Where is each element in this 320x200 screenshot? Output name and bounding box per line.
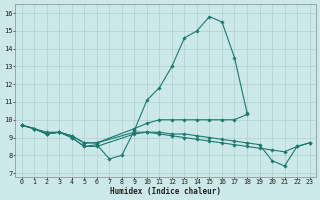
X-axis label: Humidex (Indice chaleur): Humidex (Indice chaleur) xyxy=(110,187,221,196)
